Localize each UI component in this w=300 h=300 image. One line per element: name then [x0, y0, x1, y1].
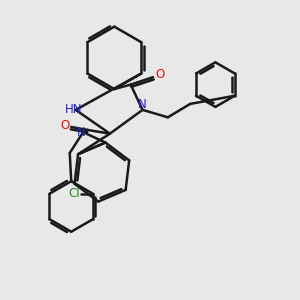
- Text: O: O: [60, 119, 69, 132]
- Text: Cl: Cl: [69, 187, 80, 200]
- Text: O: O: [155, 68, 164, 81]
- Text: N: N: [138, 98, 147, 111]
- Text: HN: HN: [64, 103, 82, 116]
- Text: N: N: [77, 126, 86, 139]
